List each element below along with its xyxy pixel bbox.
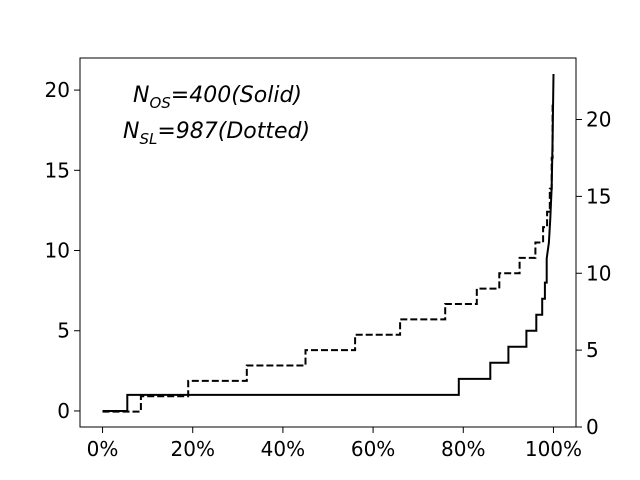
plot-background bbox=[80, 58, 576, 427]
x-tick-label: 20% bbox=[171, 437, 215, 461]
annotation-dotted: NSL=987(Dotted) bbox=[123, 119, 310, 148]
annotation-dotted-rest: =987(Dotted) bbox=[157, 119, 310, 144]
x-tick-label: 40% bbox=[261, 437, 305, 461]
y-left-tick-label: 15 bbox=[45, 158, 70, 182]
series-layer bbox=[102, 73, 555, 413]
y-left-tick-label: 5 bbox=[57, 319, 70, 343]
annotation-solid-rest: =400(Solid) bbox=[171, 83, 302, 108]
y-left-tick-label: 0 bbox=[57, 399, 70, 423]
annotation-dotted-sub: SL bbox=[139, 130, 157, 148]
y-left-tick-label: 20 bbox=[45, 78, 70, 102]
dotted-series-line bbox=[102, 103, 554, 413]
x-tick-label: 100% bbox=[525, 437, 582, 461]
annotation-solid-base: N bbox=[133, 83, 149, 108]
y-right-tick-label: 10 bbox=[586, 261, 611, 285]
x-tick-label: 80% bbox=[441, 437, 485, 461]
solid-series-line bbox=[102, 73, 555, 412]
y-right-tick-label: 20 bbox=[586, 108, 611, 132]
y-left-tick-label: 10 bbox=[45, 239, 70, 263]
x-tick-label: 0% bbox=[87, 437, 119, 461]
annotation-dotted-base: N bbox=[123, 119, 139, 144]
annotation-solid-sub: OS bbox=[149, 94, 171, 112]
annotation-solid: NOS=400(Solid) bbox=[133, 83, 302, 112]
x-tick-label: 60% bbox=[351, 437, 395, 461]
y-right-tick-label: 0 bbox=[586, 415, 599, 439]
plot-frame bbox=[79, 57, 577, 428]
y-right-tick-label: 5 bbox=[586, 338, 599, 362]
y-right-tick-label: 15 bbox=[586, 184, 611, 208]
